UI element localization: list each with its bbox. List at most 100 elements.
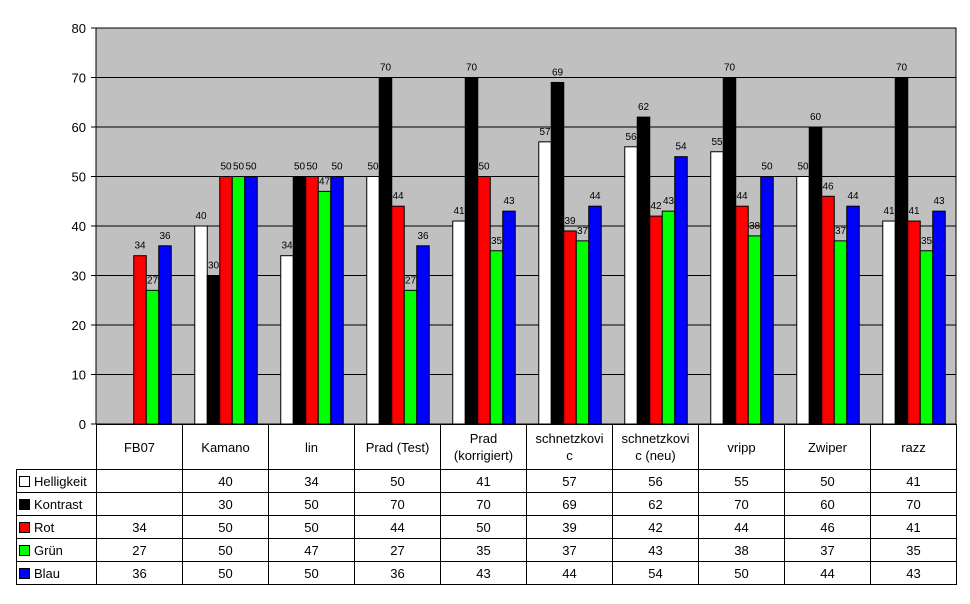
- bar: [158, 245, 172, 425]
- bar: [919, 250, 934, 425]
- bar: [661, 210, 676, 425]
- bar: [477, 176, 491, 425]
- table-row: Rot 34 50 50 44 50 39 42 44 46 41: [16, 515, 957, 539]
- category-label: FB07: [96, 424, 183, 470]
- table-cell: 56: [612, 469, 699, 493]
- table-cell: 47: [268, 538, 355, 562]
- table-cell: 70: [698, 492, 785, 516]
- bar: [464, 77, 479, 425]
- table-cell: 62: [612, 492, 699, 516]
- table-cell: 43: [440, 561, 527, 585]
- bar-value-label: 27: [405, 275, 417, 286]
- category-label: lin: [268, 424, 355, 470]
- data-table: FB07 Kamano lin Prad (Test) Prad (korrigiert)…: [16, 424, 957, 585]
- table-cell: 30: [182, 492, 269, 516]
- bar-value-label: 57: [539, 127, 551, 138]
- table-cell: 70: [354, 492, 441, 516]
- bar: [452, 220, 466, 425]
- table-cell: 36: [96, 561, 183, 585]
- category-label: schnetzkovi c (neu): [612, 424, 699, 470]
- table-cell: 44: [698, 515, 785, 539]
- table-row: Helligkeit 40 34 50 41 57 56 55 50 41: [16, 469, 957, 493]
- bar: [735, 205, 749, 425]
- table-cell: 50: [182, 515, 269, 539]
- table-row: Kontrast 30 50 70 70 69 62 70 60 70: [16, 492, 957, 516]
- table-cell: 50: [182, 538, 269, 562]
- bar-value-label: 44: [736, 191, 748, 202]
- table-cell: 27: [354, 538, 441, 562]
- y-tick-label: 70: [72, 71, 86, 86]
- table-cell: 36: [354, 561, 441, 585]
- bar: [588, 205, 602, 425]
- bar: [416, 245, 430, 425]
- y-tick-label: 0: [79, 417, 86, 432]
- y-tick-label: 60: [72, 120, 86, 135]
- bar-value-label: 44: [847, 191, 859, 202]
- table-row: Blau 36 50 50 36 43 44 54 50 44 43: [16, 561, 957, 585]
- table-cell: 42: [612, 515, 699, 539]
- table-cell: 69: [526, 492, 613, 516]
- bar-value-label: 50: [233, 162, 245, 173]
- table-cell: 44: [784, 561, 871, 585]
- bar-value-label: 47: [319, 176, 331, 187]
- table-header-row: FB07 Kamano lin Prad (Test) Prad (korrigiert)…: [17, 424, 957, 470]
- category-label: vripp: [698, 424, 785, 470]
- bar-value-label: 50: [797, 162, 809, 173]
- bar-value-label: 70: [466, 63, 478, 74]
- table-cell: 57: [526, 469, 613, 493]
- bar: [833, 240, 848, 425]
- table-cell: 27: [96, 538, 183, 562]
- table-cell: 70: [870, 492, 957, 516]
- bar-value-label: 40: [195, 211, 207, 222]
- category-label: Prad (korrigiert): [440, 424, 527, 470]
- table-cell: 50: [182, 561, 269, 585]
- bar: [747, 235, 762, 425]
- bar-value-label: 44: [392, 191, 404, 202]
- bar-value-label: 41: [883, 206, 895, 217]
- bar-value-label: 41: [453, 206, 465, 217]
- bar-value-label: 60: [810, 112, 822, 123]
- legend-entry: Kontrast: [16, 492, 97, 516]
- bar-value-label: 35: [491, 236, 503, 247]
- bar: [907, 220, 921, 425]
- bar-value-label: 50: [367, 162, 379, 173]
- bar-value-label: 50: [245, 162, 257, 173]
- table-cell: 41: [870, 515, 957, 539]
- table-cell: 34: [96, 515, 183, 539]
- bar: [894, 77, 909, 425]
- bar: [846, 205, 860, 425]
- bar-value-label: 70: [724, 63, 736, 74]
- table-cell: 41: [440, 469, 527, 493]
- bar: [391, 205, 405, 425]
- table-corner: [17, 425, 97, 470]
- bar: [133, 255, 147, 425]
- y-tick-label: 80: [72, 21, 86, 36]
- table-cell: 40: [182, 469, 269, 493]
- bar-value-label: 50: [294, 162, 306, 173]
- bar: [206, 275, 221, 425]
- bars: [133, 77, 946, 425]
- bar: [550, 81, 565, 425]
- table-cell: 37: [784, 538, 871, 562]
- bar: [145, 289, 160, 425]
- bar-value-label: 46: [822, 181, 834, 192]
- bar-value-label: 36: [417, 231, 429, 242]
- bar: [330, 176, 344, 425]
- legend-key: [19, 475, 30, 487]
- table-cell: 50: [268, 492, 355, 516]
- bar-value-label: 42: [650, 201, 662, 212]
- table-cell: 44: [526, 561, 613, 585]
- bar: [649, 215, 663, 425]
- bar: [305, 176, 319, 425]
- table-cell: 38: [698, 538, 785, 562]
- legend-key: [19, 498, 30, 510]
- table-cell: 54: [612, 561, 699, 585]
- bar: [502, 210, 516, 425]
- bar-value-label: 54: [675, 142, 687, 153]
- bar-value-label: 50: [761, 162, 773, 173]
- category-label: razz: [870, 424, 957, 470]
- bar-value-label: 50: [306, 162, 318, 173]
- bar: [674, 156, 688, 425]
- table-cell: 50: [698, 561, 785, 585]
- table-cell: 50: [268, 561, 355, 585]
